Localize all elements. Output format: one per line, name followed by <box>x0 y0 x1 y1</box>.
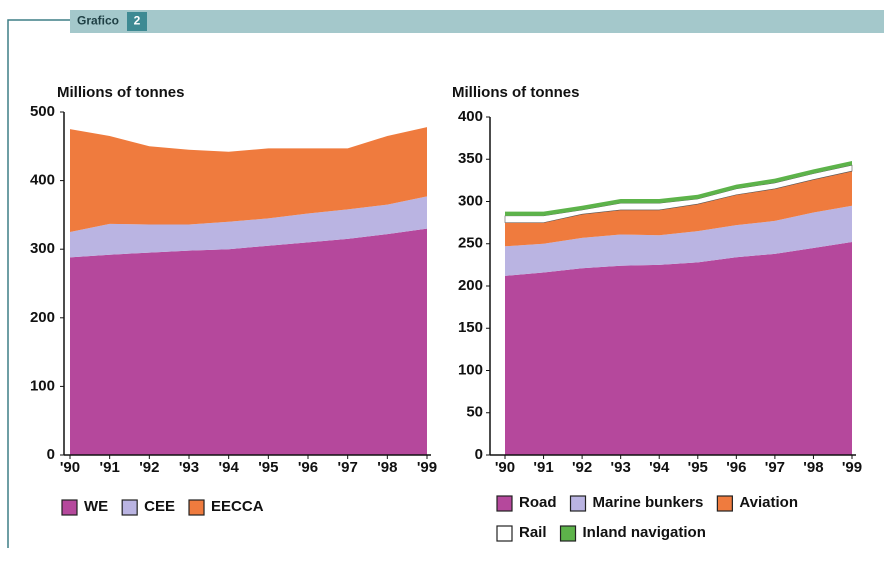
y-tick-label: 100 <box>30 377 55 394</box>
y-tick-label: 300 <box>30 240 55 257</box>
y-tick-label: 500 <box>30 103 55 120</box>
legend-swatch <box>121 499 138 516</box>
x-tick-label: '97 <box>765 459 785 476</box>
legend-swatch <box>496 495 513 512</box>
x-tick-label: '91 <box>100 459 120 476</box>
x-tick-label: '95 <box>258 459 278 476</box>
x-tick-label: '90 <box>60 459 80 476</box>
area <box>505 242 852 455</box>
y-tick-label: 150 <box>458 319 483 336</box>
y-axis-title: Millions of tonnes <box>452 84 580 101</box>
y-axis-title: Millions of tonnes <box>57 84 185 101</box>
x-tick-label: '94 <box>219 459 240 476</box>
x-tick-label: '93 <box>179 459 199 476</box>
legend-swatch <box>559 525 577 542</box>
header-number: 2 <box>134 14 141 28</box>
legend-label: Rail <box>519 524 547 541</box>
x-tick-label: '94 <box>649 459 670 476</box>
y-tick-label: 50 <box>466 404 483 421</box>
y-tick-label: 100 <box>458 361 483 378</box>
legend-swatch <box>569 495 587 512</box>
x-tick-label: '96 <box>726 459 746 476</box>
x-tick-label: '98 <box>803 459 823 476</box>
x-tick-label: '92 <box>139 459 159 476</box>
y-tick-label: 0 <box>47 446 55 463</box>
legend-label: Marine bunkers <box>593 494 704 511</box>
legend-swatch <box>188 499 205 516</box>
legend-label: Inland navigation <box>583 524 706 541</box>
legend-swatch <box>61 499 78 516</box>
header-number-box <box>127 12 147 31</box>
legend-label: WE <box>84 498 108 515</box>
x-tick-label: '99 <box>842 459 862 476</box>
legend-label: Road <box>519 494 557 511</box>
area <box>505 171 852 247</box>
x-tick-label: '93 <box>611 459 631 476</box>
frame-line <box>7 19 70 548</box>
legend-swatch <box>496 525 513 542</box>
y-tick-label: 300 <box>458 192 483 209</box>
y-tick-label: 400 <box>30 172 55 189</box>
area <box>505 205 852 276</box>
y-tick-label: 200 <box>458 277 483 294</box>
y-tick-label: 250 <box>458 235 483 252</box>
x-tick-label: '90 <box>495 459 515 476</box>
x-tick-label: '96 <box>298 459 318 476</box>
area <box>70 196 427 258</box>
legend-label: Aviation <box>739 494 798 511</box>
x-tick-label: '92 <box>572 459 592 476</box>
x-tick-label: '98 <box>377 459 397 476</box>
x-tick-label: '97 <box>338 459 358 476</box>
legend-label: EECCA <box>211 498 264 515</box>
area <box>70 228 427 455</box>
y-tick-label: 0 <box>475 446 483 463</box>
y-tick-label: 400 <box>458 108 483 125</box>
legend-label: CEE <box>144 498 175 515</box>
header-label: Grafico <box>77 14 119 28</box>
header-bar <box>70 10 884 33</box>
area <box>70 127 427 233</box>
x-tick-label: '99 <box>417 459 437 476</box>
legend-swatch <box>716 495 733 512</box>
x-tick-label: '95 <box>688 459 708 476</box>
x-tick-label: '91 <box>533 459 553 476</box>
y-tick-label: 350 <box>458 150 483 167</box>
y-tick-label: 200 <box>30 309 55 326</box>
